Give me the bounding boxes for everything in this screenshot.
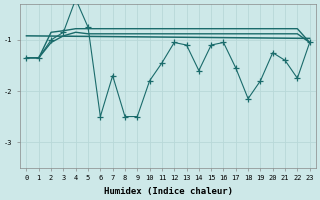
X-axis label: Humidex (Indice chaleur): Humidex (Indice chaleur) bbox=[104, 187, 233, 196]
